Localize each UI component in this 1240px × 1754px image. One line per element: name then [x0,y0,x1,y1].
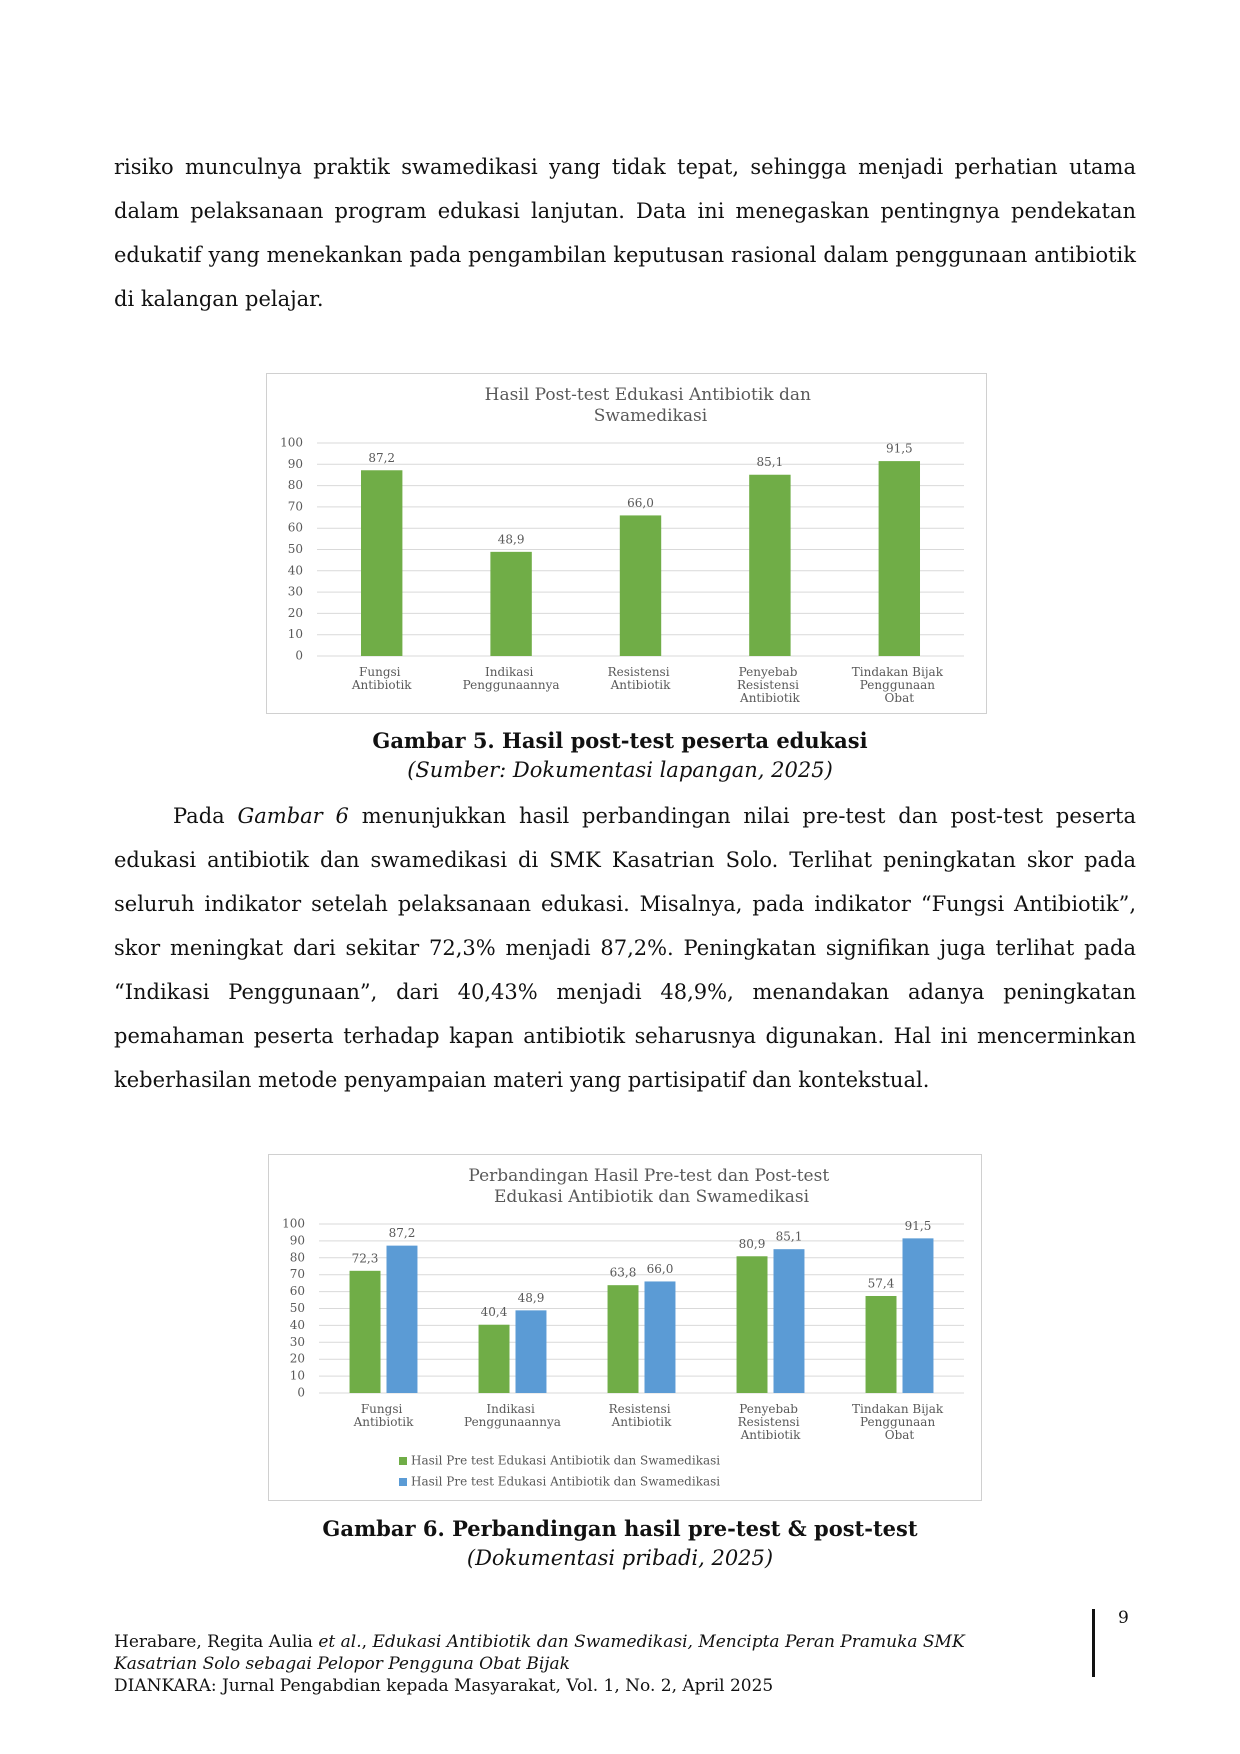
text: , [361,1632,373,1652]
data-label: 85,1 [776,1230,803,1244]
data-label: 87,2 [368,451,395,465]
bar [878,461,921,656]
bar [607,1285,639,1393]
text: risiko munculnya praktik swamedikasi yan… [114,155,1136,311]
x-tick-label: Resistensi Antibiotik [609,1402,675,1429]
chart: Hasil Post-test Edukasi Antibiotik dan S… [280,385,964,705]
text: Pada [173,804,238,828]
bar [619,515,662,656]
bar [865,1295,897,1393]
y-tick-label: 40 [290,1318,305,1332]
y-tick-label: 50 [288,542,303,556]
y-tick-label: 30 [290,1335,305,1349]
x-tick-label: Fungsi Antibiotik [351,665,412,692]
text: Gambar 6 [237,804,349,828]
paragraph: risiko munculnya praktik swamedikasi yan… [114,145,1136,321]
bar [736,1256,768,1393]
bar [386,1245,418,1393]
y-tick-label: 90 [290,1233,305,1247]
bar [490,551,532,656]
data-label: 91,5 [886,442,913,456]
data-label: 66,0 [647,1262,674,1276]
legend-label: Hasil Pre test Edukasi Antibiotik dan Sw… [411,1475,720,1489]
bar [360,470,403,656]
divider [1092,1609,1095,1677]
bar [644,1281,676,1393]
data-label: 63,8 [610,1266,637,1280]
x-tick-label: Penyebab Resistensi Antibiotik [737,665,803,705]
y-tick-label: 100 [280,436,303,450]
y-tick-label: 0 [295,649,303,663]
data-label: 80,9 [739,1237,766,1251]
text: Herabare, Regita Aulia [114,1632,319,1652]
y-tick-label: 20 [288,606,303,620]
chart-title: Hasil Post-test Edukasi Antibiotik dan S… [485,385,817,426]
x-tick-label: Penyebab Resistensi Antibiotik [738,1402,804,1442]
chart: Perbandingan Hasil Pre-test dan Post-tes… [282,1166,964,1489]
legend-swatch [399,1457,407,1465]
bar [749,474,791,656]
figure-caption: Gambar 5. Hasil post-test peserta edukas… [372,728,868,753]
y-tick-label: 10 [290,1369,305,1383]
bar [902,1238,934,1393]
x-tick-label: Fungsi Antibiotik [353,1402,414,1429]
data-label: 66,0 [627,496,654,510]
figure-source: (Sumber: Dokumentasi lapangan, 2025) [407,758,833,782]
data-label: 40,4 [481,1305,508,1319]
y-tick-label: 70 [288,499,303,513]
legend-swatch [399,1478,407,1486]
data-label: 48,9 [518,1291,545,1305]
chart-title: Perbandingan Hasil Pre-test dan Post-tes… [468,1166,834,1207]
y-tick-label: 100 [282,1217,305,1231]
x-tick-label: Resistensi Antibiotik [608,665,674,692]
figure: Hasil Post-test Edukasi Antibiotik dan S… [266,373,987,714]
y-tick-label: 50 [290,1301,305,1315]
data-label: 91,5 [905,1219,932,1233]
y-tick-label: 10 [288,627,303,641]
x-tick-label: Tindakan Bijak Penggunaan Obat [852,1402,947,1442]
paragraph: Pada Gambar 6 menunjukkan hasil perbandi… [114,794,1136,1102]
x-tick-label: Indikasi Penggunaannya [464,1402,561,1429]
x-tick-label: Tindakan Bijak Penggunaan Obat [852,665,947,705]
figure-source: (Dokumentasi pribadi, 2025) [466,1546,774,1570]
y-tick-label: 70 [290,1267,305,1281]
data-label: 57,4 [868,1276,895,1290]
y-tick-label: 40 [288,563,303,577]
y-tick-label: 90 [288,457,303,471]
y-tick-label: 60 [290,1284,305,1298]
text: Edukasi Antibiotik dan Swamedikasi, Menc… [114,1632,965,1674]
figure-caption: Gambar 6. Perbandingan hasil pre-test & … [322,1516,918,1541]
y-tick-label: 20 [290,1352,305,1366]
bar [349,1270,381,1393]
y-tick-label: 30 [288,585,303,599]
data-label: 72,3 [352,1251,379,1265]
y-tick-label: 0 [297,1386,305,1400]
journal: DIANKARA: Jurnal Pengabdian kepada Masya… [114,1676,774,1696]
page-number: 9 [1118,1608,1129,1628]
y-tick-label: 80 [288,478,303,492]
data-label: 87,2 [389,1226,416,1240]
y-tick-label: 80 [290,1250,305,1264]
figure: Perbandingan Hasil Pre-test dan Post-tes… [268,1154,982,1501]
bar [478,1324,510,1393]
footer-citation: Herabare, Regita Aulia et al., Edukasi A… [114,1631,994,1697]
data-label: 85,1 [757,455,784,469]
x-tick-label: Indikasi Penggunaannya [463,665,560,692]
legend-label: Hasil Pre test Edukasi Antibiotik dan Sw… [411,1454,720,1468]
bar [515,1310,547,1393]
y-tick-label: 60 [288,521,303,535]
text: et al. [318,1632,362,1652]
data-label: 48,9 [498,532,525,546]
bar [773,1249,805,1393]
text: menunjukkan hasil perbandingan nilai pre… [114,804,1136,1092]
